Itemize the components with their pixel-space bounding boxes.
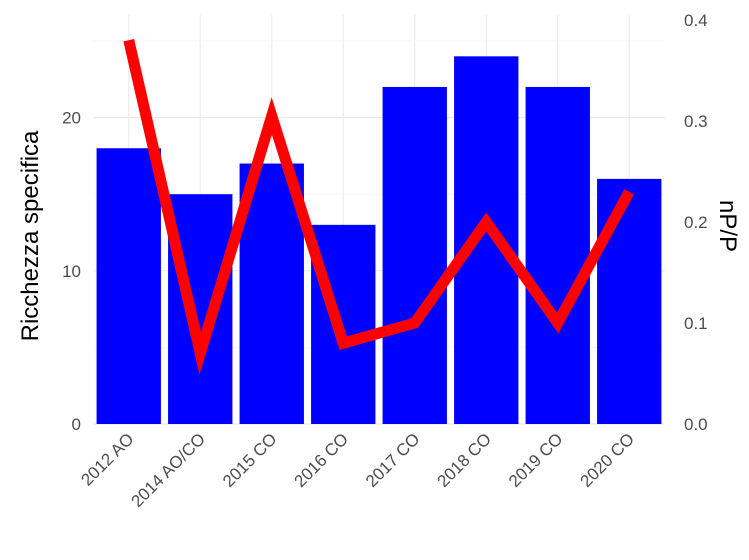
y-tick-label: 20 (62, 109, 81, 128)
x-tick-label: 2020 CO (577, 429, 639, 491)
y-tick-label: 10 (62, 262, 81, 281)
series-line (123, 38, 635, 375)
y2-tick-label: 0.1 (684, 314, 708, 333)
bar-series (96, 56, 662, 425)
x-tick-label: 2017 CO (362, 429, 424, 491)
x-tick-label: 2016 CO (291, 429, 353, 491)
bar (525, 86, 590, 425)
x-tick-label: 2015 CO (219, 429, 281, 491)
bar (597, 178, 662, 424)
y2-tick-label: 0.0 (684, 415, 708, 434)
y2-tick-label: 0.2 (684, 213, 708, 232)
left-axis-ticks: 0 10 20 (62, 109, 81, 434)
bar (382, 86, 447, 425)
line-series (123, 38, 635, 375)
x-tick-label: 2018 CO (434, 429, 496, 491)
x-tick-label: 2019 CO (505, 429, 567, 491)
y2-tick-label: 0.3 (684, 112, 708, 131)
y2-tick-label: 0.4 (684, 11, 708, 30)
right-axis-ticks: 0.0 0.1 0.2 0.3 0.4 (684, 11, 708, 434)
bar (239, 163, 304, 424)
y-axis-title: Ricchezza specifica (17, 130, 44, 341)
bar (168, 194, 233, 424)
x-tick-label: 2014 AO/CO (127, 429, 209, 511)
y-tick-label: 0 (72, 415, 81, 434)
bar (96, 148, 161, 425)
bar (454, 56, 519, 424)
x-tick-label: 2012 AO (77, 429, 137, 489)
y2-axis-title: nP/P (714, 200, 741, 252)
